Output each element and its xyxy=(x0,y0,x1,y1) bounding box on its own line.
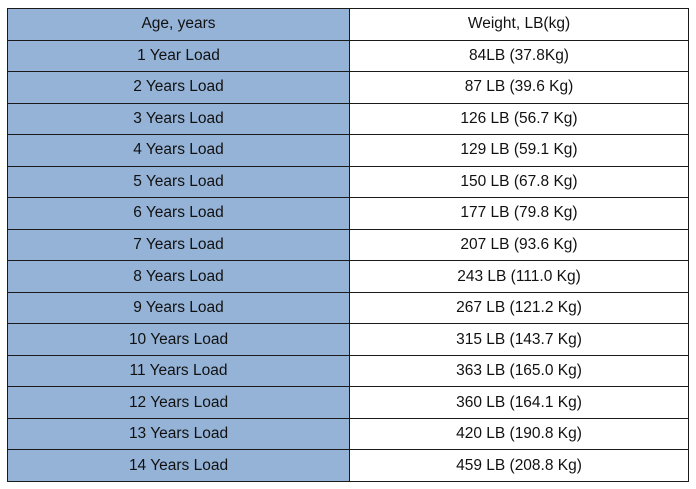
weight-cell: 126 LB (56.7 Kg) xyxy=(349,102,689,136)
table-row: 14 Years Load 459 LB (208.8 Kg) xyxy=(7,449,689,482)
age-cell: 1 Year Load xyxy=(7,39,350,73)
table-row: 12 Years Load 360 LB (164.1 Kg) xyxy=(7,386,689,419)
age-cell: 6 Years Load xyxy=(7,197,350,230)
weight-cell: 315 LB (143.7 Kg) xyxy=(349,323,689,356)
header-cell: Age, years xyxy=(7,8,350,41)
weight-cell: 84LB (37.8Kg) xyxy=(349,39,689,73)
age-cell: 4 Years Load xyxy=(7,134,350,167)
table-row: 11 Years Load 363 LB (165.0 Kg) xyxy=(7,354,689,388)
table-row: 1 Year Load 84LB (37.8Kg) xyxy=(7,39,689,73)
weight-cell: 363 LB (165.0 Kg) xyxy=(349,354,689,388)
table-row: 3 Years Load 126 LB (56.7 Kg) xyxy=(7,102,689,136)
age-cell: 3 Years Load xyxy=(7,102,350,136)
header-row: Age, years Weight, LB(kg) xyxy=(7,8,689,41)
weight-cell: 207 LB (93.6 Kg) xyxy=(349,228,689,262)
table-row: 13 Years Load 420 LB (190.8 Kg) xyxy=(7,417,689,451)
weight-cell: 243 LB (111.0 Kg) xyxy=(349,260,689,293)
weight-cell: 150 LB (67.8 Kg) xyxy=(349,165,689,199)
age-cell: 12 Years Load xyxy=(7,386,350,419)
table-row: 5 Years Load 150 LB (67.8 Kg) xyxy=(7,165,689,199)
table-row: 6 Years Load 177 LB (79.8 Kg) xyxy=(7,197,689,230)
header-cell: Weight, LB(kg) xyxy=(349,8,689,41)
age-cell: 10 Years Load xyxy=(7,323,350,356)
age-cell: 14 Years Load xyxy=(7,449,350,482)
weight-cell: 459 LB (208.8 Kg) xyxy=(349,449,689,482)
table-row: 4 Years Load 129 LB (59.1 Kg) xyxy=(7,134,689,167)
age-cell: 8 Years Load xyxy=(7,260,350,293)
age-cell: 13 Years Load xyxy=(7,417,350,451)
age-cell: 11 Years Load xyxy=(7,354,350,388)
weight-cell: 420 LB (190.8 Kg) xyxy=(349,417,689,451)
table-row: 2 Years Load 87 LB (39.6 Kg) xyxy=(7,71,689,104)
age-cell: 5 Years Load xyxy=(7,165,350,199)
load-table: Age, years Weight, LB(kg) 1 Year Load 84L… xyxy=(7,8,689,482)
table-body: Age, years Weight, LB(kg) 1 Year Load 84L… xyxy=(7,8,689,482)
table-row: 8 Years Load 243 LB (111.0 Kg) xyxy=(7,260,689,293)
weight-cell: 177 LB (79.8 Kg) xyxy=(349,197,689,230)
age-cell: 9 Years Load xyxy=(7,291,350,325)
table-row: 10 Years Load 315 LB (143.7 Kg) xyxy=(7,323,689,356)
weight-cell: 87 LB (39.6 Kg) xyxy=(349,71,689,104)
table-row: 7 Years Load 207 LB (93.6 Kg) xyxy=(7,228,689,262)
weight-cell: 267 LB (121.2 Kg) xyxy=(349,291,689,325)
weight-cell: 129 LB (59.1 Kg) xyxy=(349,134,689,167)
age-cell: 7 Years Load xyxy=(7,228,350,262)
weight-cell: 360 LB (164.1 Kg) xyxy=(349,386,689,419)
table-row: 9 Years Load 267 LB (121.2 Kg) xyxy=(7,291,689,325)
age-cell: 2 Years Load xyxy=(7,71,350,104)
